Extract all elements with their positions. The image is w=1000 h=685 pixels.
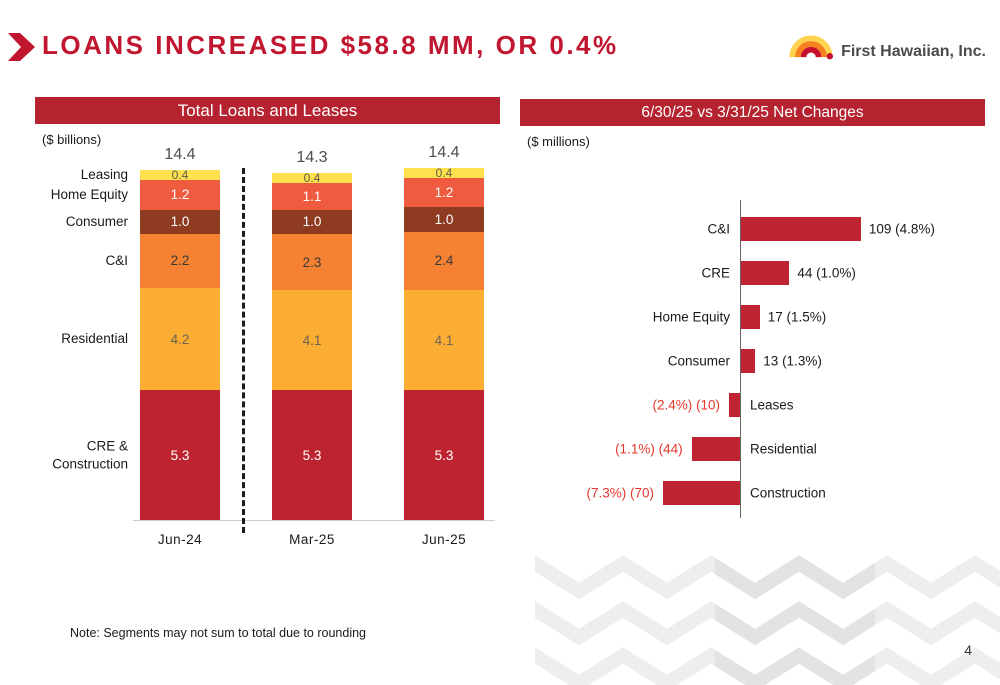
right-chart-header: 6/30/25 vs 3/31/25 Net Changes <box>520 99 985 126</box>
stack-segment-residential: 4.1 <box>272 290 352 391</box>
net-change-bar-consumer <box>741 349 756 373</box>
value-label-cre: 44 (1.0%) <box>797 265 856 281</box>
x-axis-label: Mar-25 <box>289 532 335 547</box>
logo-text: First Hawaiian, Inc. <box>841 43 986 60</box>
category-label-c-i: C&I <box>707 221 730 237</box>
series-label-residential: Residential <box>61 331 128 347</box>
stack-segment-leasing: 0.4 <box>140 168 220 182</box>
left-chart-units-label: ($ billions) <box>42 132 102 147</box>
page-title: LOANS INCREASED $58.8 MM, OR 0.4% <box>42 30 619 60</box>
net-change-bar-leases <box>729 393 740 417</box>
rainbow-logo-icon <box>786 28 836 65</box>
stack-segment-home-equity: 1.2 <box>140 180 220 210</box>
category-label-home-equity: Home Equity <box>652 309 730 325</box>
stack-segment-consumer: 1.0 <box>404 207 484 232</box>
left-chart-header: Total Loans and Leases <box>35 97 500 124</box>
x-axis-line <box>133 520 495 521</box>
net-change-bar-home-equity <box>741 305 760 329</box>
stack-segment-cre-construction: 5.3 <box>140 390 220 520</box>
net-changes-bar-chart: C&I 109 (4.8%) CRE 44 (1.0%) Home Equity 17 (… <box>520 150 995 550</box>
stack-segment-c-i: 2.4 <box>404 231 484 291</box>
value-label-construction: (7.3%) (70) <box>586 485 654 501</box>
category-label-leases: Leases <box>750 397 794 413</box>
series-label-cre-construction: CRE & Construction <box>52 438 128 472</box>
stack-segment-consumer: 1.0 <box>272 209 352 234</box>
stack-segment-c-i: 2.2 <box>140 234 220 288</box>
net-change-bar-c-i <box>741 217 861 241</box>
bar-total-label: 14.4 <box>164 146 196 164</box>
series-label-home-equity: Home Equity <box>50 187 128 203</box>
category-label-construction: Construction <box>750 485 826 501</box>
stacked-bar-chart: 5.3 4.2 2.2 1.0 1.2 0.4 14.4 Jun-24 5.3 4.1 2.3 1.0… <box>35 140 500 560</box>
bar-total-label: 14.4 <box>428 144 460 161</box>
net-change-bar-cre <box>741 261 790 285</box>
stack-segment-cre-construction: 5.3 <box>404 390 484 520</box>
stack-segment-residential: 4.2 <box>140 287 220 391</box>
company-logo: First Hawaiian, Inc. <box>786 28 986 65</box>
stack-segment-consumer: 1.0 <box>140 209 220 234</box>
stack-segment-residential: 4.1 <box>404 290 484 391</box>
value-label-c-i: 109 (4.8%) <box>868 221 935 237</box>
chevron-background-pattern <box>535 553 1000 685</box>
net-change-bar-construction <box>663 481 740 505</box>
value-label-residential: (1.1%) (44) <box>615 441 683 457</box>
series-label-leasing: Leasing <box>80 167 128 183</box>
bar-total-label: 14.3 <box>296 148 328 166</box>
stack-segment-home-equity: 1.1 <box>272 182 352 210</box>
value-label-leases: (2.4%) (10) <box>652 397 720 413</box>
series-label-c-i: C&I <box>105 253 128 269</box>
page-number: 4 <box>964 642 972 658</box>
value-label-consumer: 13 (1.3%) <box>763 353 822 369</box>
title-arrow-icon <box>8 32 36 67</box>
footnote: Note: Segments may not sum to total due … <box>70 626 367 640</box>
x-axis-label: Jun-24 <box>157 532 203 547</box>
stack-segment-home-equity: 1.2 <box>404 177 484 208</box>
stack-segment-leasing: 0.4 <box>272 171 352 185</box>
right-chart-units-label: ($ millions) <box>527 134 590 149</box>
net-change-bar-residential <box>691 437 740 461</box>
category-label-cre: CRE <box>701 265 730 281</box>
series-label-consumer: Consumer <box>65 213 128 229</box>
x-axis-label: Jun-25 <box>421 532 467 547</box>
category-label-residential: Residential <box>750 441 817 457</box>
stack-segment-c-i: 2.3 <box>272 234 352 291</box>
category-label-consumer: Consumer <box>667 353 730 369</box>
stack-segment-leasing: 0.4 <box>404 166 484 180</box>
period-divider-dashed-line <box>242 168 245 533</box>
value-label-home-equity: 17 (1.5%) <box>767 309 827 325</box>
stack-segment-cre-construction: 5.3 <box>272 390 352 520</box>
value-axis-line <box>740 200 741 518</box>
